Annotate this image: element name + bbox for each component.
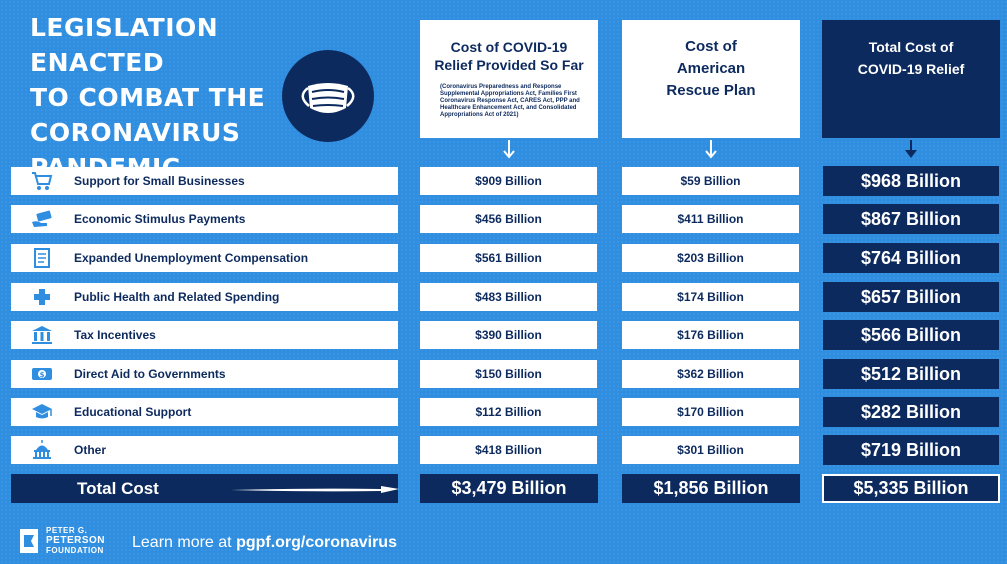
learn-more-text: Learn more at pgpf.org/coronavirus [132,534,397,552]
title-line-3: CORONAVIRUS [30,118,241,147]
cell-total-small-businesses: $968 Billion [823,166,999,196]
page-title: LEGISLATION ENACTED TO COMBAT THE CORONA… [30,10,320,185]
medical-cross-icon [31,287,53,307]
row-label-aid-to-governments: $ Direct Aid to Governments [11,360,398,388]
row-label-educational-support: Educational Support [11,398,398,426]
total-covid-relief: $3,479 Billion [420,474,598,503]
cell-arp-aid-to-governments: $362 Billion [622,360,799,388]
money-hand-icon [31,209,53,229]
cell-covid-relief-small-businesses: $909 Billion [420,167,597,195]
title-line-1: LEGISLATION ENACTED [30,13,219,77]
arp-header-line-3: Rescue Plan [666,82,756,99]
category-label: Tax Incentives [74,328,156,342]
cell-arp-tax-incentives: $176 Billion [622,321,799,349]
shopping-cart-icon [31,171,53,191]
column-header-covid-relief: Cost of COVID-19 Relief Provided So Far … [420,20,598,138]
cell-covid-relief-stimulus-payments: $456 Billion [420,205,597,233]
total-row-label: Total Cost [11,474,399,503]
graduation-cap-icon [31,402,53,422]
cell-total-stimulus-payments: $867 Billion [823,204,999,234]
cell-covid-relief-unemployment: $561 Billion [420,244,597,272]
arp-header-line-2: American [676,60,746,77]
row-label-unemployment: Expanded Unemployment Compensation [11,244,398,272]
building-columns-icon [31,325,53,345]
cell-arp-public-health: $174 Billion [622,283,799,311]
learn-more-link[interactable]: pgpf.org/coronavirus [236,534,397,551]
cash-icon: $ [31,364,53,384]
total-american-rescue-plan: $1,856 Billion [622,474,800,503]
covid-header-line-1: Cost of COVID-19 [450,39,568,55]
row-label-other: Other [11,436,398,464]
total-label: Total Cost [77,479,159,498]
svg-text:$: $ [40,371,45,379]
capitol-icon [31,440,53,460]
cell-covid-relief-educational-support: $112 Billion [420,398,597,426]
cell-covid-relief-tax-incentives: $390 Billion [420,321,597,349]
logo-line-1: PETER G. [46,526,88,535]
cell-covid-relief-other: $418 Billion [420,436,597,464]
category-label: Educational Support [74,405,192,419]
arp-header-line-1: Cost of [685,38,737,55]
cell-arp-small-businesses: $59 Billion [622,167,799,195]
row-label-tax-incentives: Tax Incentives [11,321,398,349]
category-label: Other [74,443,107,457]
category-label: Support for Small Businesses [74,174,245,188]
cell-total-other: $719 Billion [823,435,999,465]
arrow-down-icon [705,140,717,159]
peterson-foundation-logo-icon [20,529,38,553]
arrow-down-icon [503,140,515,159]
column-header-total-cost: Total Cost of COVID-19 Relief [822,20,1000,138]
logo-line-2: PETERSON [46,535,106,546]
title-line-2: TO COMBAT THE [30,83,266,112]
document-icon [31,248,53,268]
row-label-public-health: Public Health and Related Spending [11,283,398,311]
column-header-american-rescue-plan: Cost of American Rescue Plan [622,20,800,138]
cell-total-public-health: $657 Billion [823,282,999,312]
cell-total-tax-incentives: $566 Billion [823,320,999,350]
logo-line-3: FOUNDATION [46,546,104,555]
arrow-down-icon [905,140,917,158]
total-header-line-1: Total Cost of [868,39,954,55]
cell-covid-relief-public-health: $483 Billion [420,283,597,311]
covid-header-note: (Coronavirus Preparedness and Response S… [440,84,580,118]
cell-covid-relief-aid-to-governments: $150 Billion [420,360,597,388]
cell-arp-stimulus-payments: $411 Billion [622,205,799,233]
covid-header-line-2: Relief Provided So Far [434,57,584,73]
face-mask-icon [282,50,374,142]
category-label: Public Health and Related Spending [74,290,280,304]
cell-arp-other: $301 Billion [622,436,799,464]
cell-arp-educational-support: $170 Billion [622,398,799,426]
arrow-right-icon [231,486,399,493]
cell-total-unemployment: $764 Billion [823,243,999,273]
total-cost-all: $5,335 Billion [822,474,1000,503]
category-label: Economic Stimulus Payments [74,212,246,226]
category-label: Expanded Unemployment Compensation [74,251,309,265]
row-label-small-businesses: Support for Small Businesses [11,167,398,195]
cell-arp-unemployment: $203 Billion [622,244,799,272]
learn-more-prefix: Learn more at [132,534,232,551]
total-header-line-2: COVID-19 Relief [857,61,965,77]
foundation-logo-text: PETER G. PETERSON FOUNDATION [46,526,105,555]
category-label: Direct Aid to Governments [74,367,226,381]
cell-total-aid-to-governments: $512 Billion [823,359,999,389]
cell-total-educational-support: $282 Billion [823,397,999,427]
row-label-stimulus-payments: Economic Stimulus Payments [11,205,398,233]
